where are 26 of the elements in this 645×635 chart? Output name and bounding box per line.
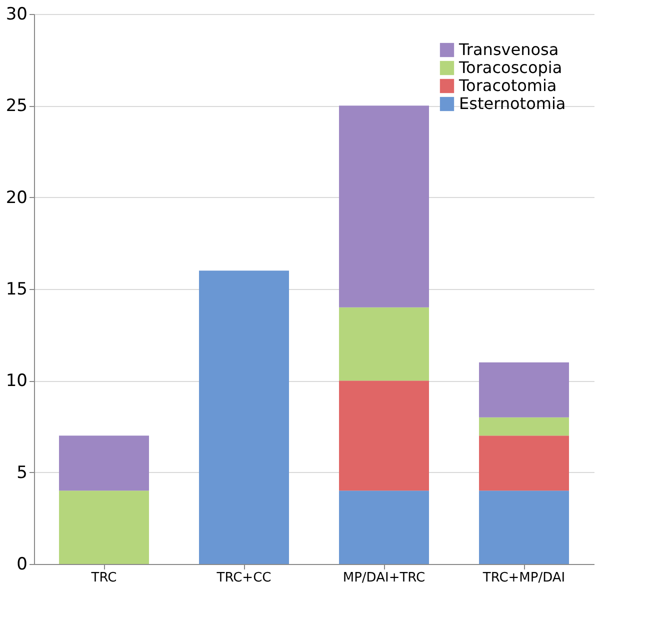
legend-label: Toracotomia <box>458 76 557 95</box>
y-tick-label: 20 <box>6 188 28 208</box>
bar <box>339 380 429 491</box>
bar <box>59 436 149 491</box>
x-tick-label: TRC+CC <box>216 570 272 586</box>
x-tick-label: MP/DAI+TRC <box>342 570 426 586</box>
bar <box>479 417 569 436</box>
bar <box>339 307 429 381</box>
y-tick-label: 30 <box>6 4 28 24</box>
y-tick-label: 10 <box>6 371 28 392</box>
bar <box>479 436 569 491</box>
bar <box>199 270 289 564</box>
y-tick-label: 0 <box>16 554 28 574</box>
x-tick-label: TRC <box>90 570 117 586</box>
x-tick-label: TRC+MP/DAI <box>482 570 566 586</box>
y-tick-label: 5 <box>16 462 28 483</box>
y-tick-label: 15 <box>6 280 28 300</box>
bar <box>479 362 569 418</box>
legend-label: Toracoscopia <box>458 58 562 77</box>
legend-label: Transvenosa <box>458 40 559 59</box>
bar <box>339 106 429 308</box>
bar <box>339 490 429 564</box>
y-tick-label: 25 <box>6 96 28 116</box>
bar <box>59 490 149 564</box>
bar <box>479 490 569 564</box>
legend-label: Esternotomia <box>459 94 566 113</box>
